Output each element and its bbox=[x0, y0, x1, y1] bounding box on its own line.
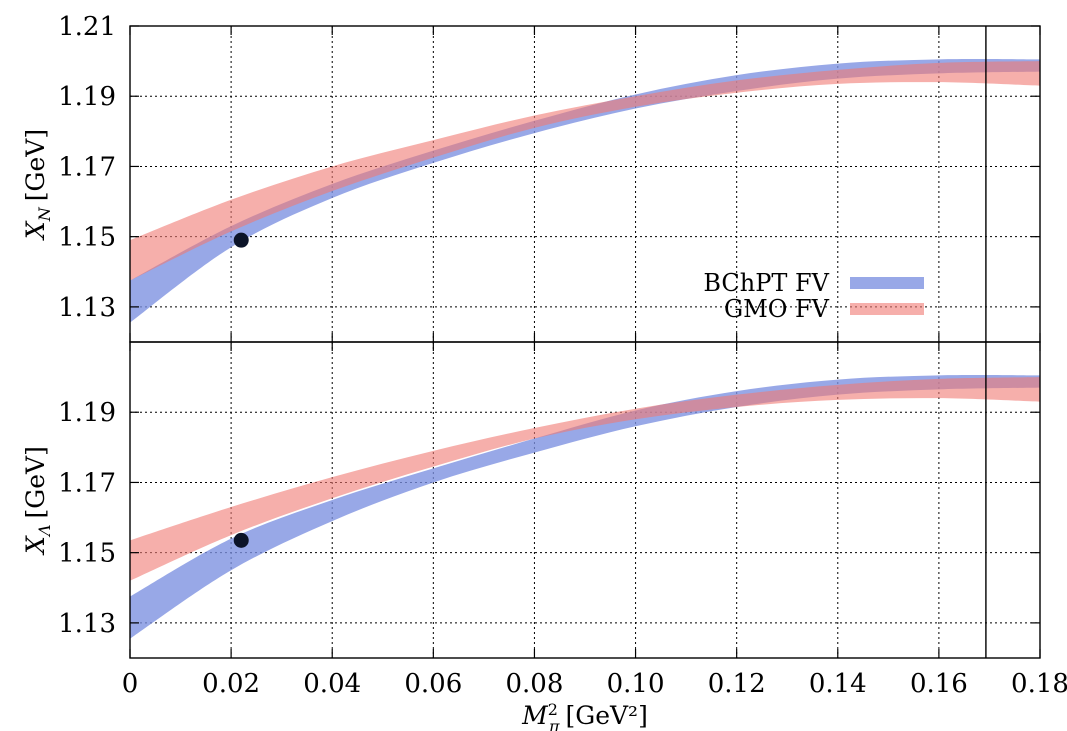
legend-swatch bbox=[850, 303, 924, 315]
panel-2: 1.19 1.17 1.15 1.13 XΛ[GeV] bbox=[21, 341, 1041, 659]
legend-swatch bbox=[850, 277, 924, 289]
y-tick-label: 1.15 bbox=[58, 539, 116, 569]
x-tick-label: 0.16 bbox=[910, 669, 968, 699]
x-tick-label: 0.08 bbox=[505, 669, 563, 699]
panels-layer: 1.211.191.171.151.13XN[GeV]1.191.171.151… bbox=[21, 12, 1041, 659]
y-tick-label: 1.15 bbox=[58, 223, 116, 253]
bands bbox=[130, 375, 1040, 639]
plot-frame bbox=[129, 341, 1041, 659]
x-tick-label: 0.12 bbox=[708, 669, 766, 699]
x-tick-label: 0.18 bbox=[1011, 669, 1067, 699]
x-tick-label: 0.02 bbox=[202, 669, 260, 699]
legend-label: GMO FV bbox=[724, 295, 830, 323]
x-tick-label: 0.14 bbox=[809, 669, 867, 699]
x-tick-label: 0.06 bbox=[404, 669, 462, 699]
grid bbox=[130, 26, 1040, 342]
x-tick-label: 0.04 bbox=[303, 669, 361, 699]
y-tick-label: 1.13 bbox=[58, 293, 116, 323]
band-gmo-fv bbox=[130, 61, 1040, 281]
y-tick-label: 1.13 bbox=[58, 609, 116, 639]
grid bbox=[130, 342, 1040, 658]
x-tick-label: 0.10 bbox=[607, 669, 665, 699]
y-tick-label: 1.21 bbox=[58, 12, 116, 42]
bands bbox=[130, 59, 1040, 323]
y-tick-label: 1.17 bbox=[58, 152, 116, 182]
data-point bbox=[233, 232, 249, 248]
y-axis-title: XN[GeV] bbox=[21, 129, 54, 241]
panel-1: 1.21 1.19 1.17 1.15 1.13 XN[GeV] bbox=[21, 12, 1041, 343]
y-tick-label: 1.19 bbox=[58, 82, 116, 112]
x-axis-title: M2 π [GeV²] bbox=[521, 700, 648, 731]
band-gmo-fv bbox=[130, 377, 1040, 581]
legend-label: BChPT FV bbox=[703, 269, 829, 297]
data-point bbox=[233, 532, 249, 548]
y-axis-title: XΛ[GeV] bbox=[21, 446, 54, 556]
y-tick-label: 1.19 bbox=[58, 398, 116, 428]
y-tick-label: 1.17 bbox=[58, 468, 116, 498]
x-tick-label: 0 bbox=[122, 669, 139, 699]
x-axis: 0 0.02 0.04 0.06 0.08 0.10 0.12 0.14 0.16 0.18 bbox=[122, 26, 1067, 699]
